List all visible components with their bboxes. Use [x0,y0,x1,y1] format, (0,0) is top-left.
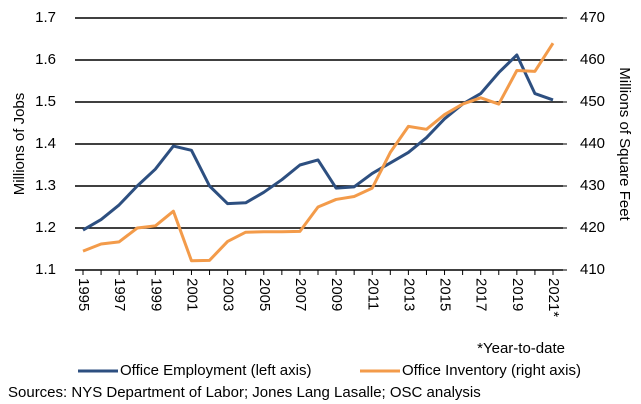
y2-tick-label: 430 [580,177,605,194]
y-axis-label: Millions of Jobs [11,93,28,196]
x-tick-label: 2021* [545,278,562,317]
y2-tick-label: 410 [580,261,605,278]
y2-tick-label: 450 [580,93,605,110]
x-tick-label: 1997 [111,278,128,311]
footnote: *Year-to-date [477,340,565,357]
x-tick-label: 1995 [75,278,92,311]
x-tick-label: 2015 [437,278,454,311]
x-tick-label: 2013 [400,278,417,311]
x-tick-label: 2001 [183,278,200,311]
y2-tick-label: 440 [580,135,605,152]
y2-tick-label: 460 [580,51,605,68]
y2-tick-label: 420 [580,219,605,236]
y-tick-label: 1.2 [35,219,56,236]
x-tick-label: 1999 [147,278,164,311]
legend-label: Office Inventory (right axis) [402,362,581,379]
x-tick-label: 2017 [473,278,490,311]
y-tick-label: 1.5 [35,93,56,110]
x-tick-label: 2003 [220,278,237,311]
x-tick-label: 2009 [328,278,345,311]
legend-label: Office Employment (left axis) [120,362,311,379]
x-tick-label: 2005 [256,278,273,311]
series-line [82,42,555,263]
y2-tick-label: 470 [580,9,605,26]
x-tick-label: 2007 [292,278,309,311]
y-tick-label: 1.4 [35,135,56,152]
x-tick-label: 2019 [509,278,526,311]
y-tick-label: 1.7 [35,9,56,26]
y-tick-label: 1.1 [35,261,56,278]
source: Sources: NYS Department of Labor; Jones … [8,384,481,401]
y2-axis-label: Millions of Square Feet [616,67,633,221]
series-line [82,53,554,232]
y-tick-label: 1.3 [35,177,56,194]
y-tick-label: 1.6 [35,51,56,68]
x-tick-label: 2011 [364,278,381,310]
